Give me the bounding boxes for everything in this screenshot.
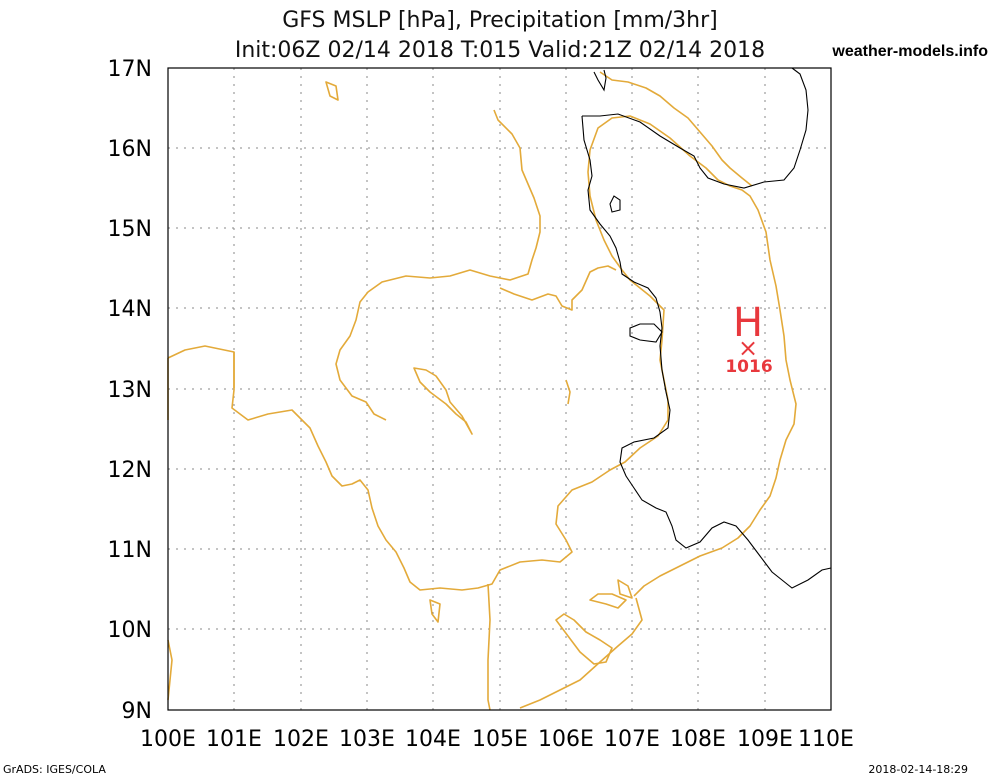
lat-label: 14N (108, 297, 152, 322)
grid-lines (168, 68, 831, 710)
lon-label: 109E (737, 727, 793, 752)
lon-label: 101E (206, 727, 262, 752)
lon-label: 103E (339, 727, 395, 752)
lon-label: 106E (538, 727, 594, 752)
lat-label: 12N (108, 458, 152, 483)
lon-label: 108E (670, 727, 726, 752)
map-title-line2: Init:06Z 02/14 2018 T:015 Valid:21Z 02/1… (234, 38, 766, 63)
high-pressure-value: 1016 (725, 357, 772, 377)
footer-timestamp: 2018-02-14-18:29 (868, 763, 968, 776)
lat-label: 15N (108, 217, 152, 242)
lon-label: 100E (140, 727, 196, 752)
isobar-contours (581, 67, 832, 589)
lat-label: 17N (108, 57, 152, 82)
lon-label: 107E (604, 727, 660, 752)
high-pressure-marker: × (738, 334, 758, 362)
longitude-labels: 100E 101E 102E 103E 104E 105E 106E 107E … (140, 727, 854, 752)
lat-label: 16N (108, 137, 152, 162)
lat-label: 13N (108, 378, 152, 403)
high-pressure-label: H (733, 300, 763, 346)
map-title-line1: GFS MSLP [hPa], Precipitation [mm/3hr] (282, 8, 718, 33)
lat-label: 9N (122, 699, 152, 724)
lon-label: 104E (405, 727, 461, 752)
lat-label: 11N (108, 538, 152, 563)
lat-label: 10N (108, 618, 152, 643)
coastlines (167, 71, 797, 711)
latitude-labels: 17N 16N 15N 14N 13N 12N 11N 10N 9N (108, 57, 152, 724)
lon-label: 110E (798, 727, 854, 752)
footer-credit: GrADS: IGES/COLA (3, 763, 106, 776)
site-credit: weather-models.info (832, 43, 988, 60)
lon-label: 102E (273, 727, 329, 752)
map-frame (167, 67, 832, 711)
lon-label: 105E (472, 727, 528, 752)
high-pressure-center: H × 1016 (725, 300, 772, 377)
